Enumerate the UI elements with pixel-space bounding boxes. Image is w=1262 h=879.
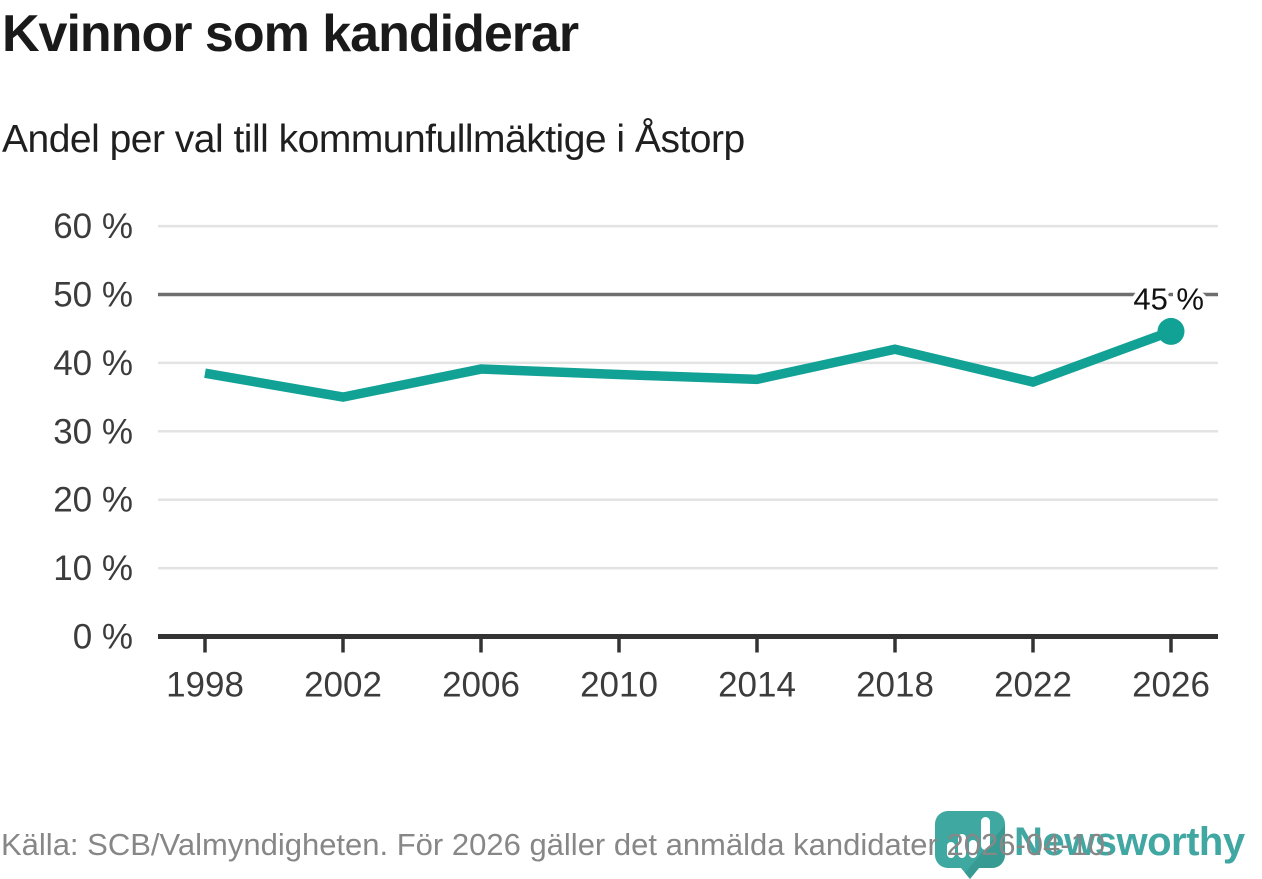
chart-title: Kvinnor som kandiderar	[2, 5, 579, 63]
source-note: Källa: SCB/Valmyndigheten. För 2026 gäll…	[1, 827, 1114, 862]
x-axis-tick-label: 2014	[718, 666, 796, 705]
y-axis-tick-label: 50 %	[53, 276, 133, 315]
value-annotation: 45 %	[1133, 281, 1204, 316]
x-axis-tick-label: 2002	[304, 666, 382, 705]
line-chart-plot: 0 % 10 % 20 % 30 % 40 % 50 % 60 % 1998 2002 2006 2…	[53, 207, 1218, 705]
x-axis-tick-label: 1998	[166, 666, 244, 705]
x-axis-tick-label: 2006	[442, 666, 520, 705]
y-axis-tick-label: 10 %	[53, 549, 133, 588]
x-axis-tick-label: 2018	[856, 666, 934, 705]
newsworthy-logo-icon	[935, 811, 1005, 879]
x-axis-tick-label: 2010	[580, 666, 658, 705]
y-axis-tick-label: 0 %	[73, 618, 133, 657]
y-axis-tick-label: 60 %	[53, 207, 133, 246]
y-axis-tick-label: 30 %	[53, 412, 133, 451]
x-axis-tick-label: 2026	[1132, 666, 1210, 705]
x-axis-tick-label: 2022	[994, 666, 1072, 705]
newsworthy-wordmark: Newsworthy	[1014, 820, 1245, 864]
chart-subtitle: Andel per val till kommunfullmäktige i Å…	[2, 118, 745, 161]
y-axis-tick-label: 20 %	[53, 481, 133, 520]
y-axis-tick-label: 40 %	[53, 344, 133, 383]
data-point-marker	[1157, 317, 1185, 345]
data-line	[204, 326, 1173, 402]
